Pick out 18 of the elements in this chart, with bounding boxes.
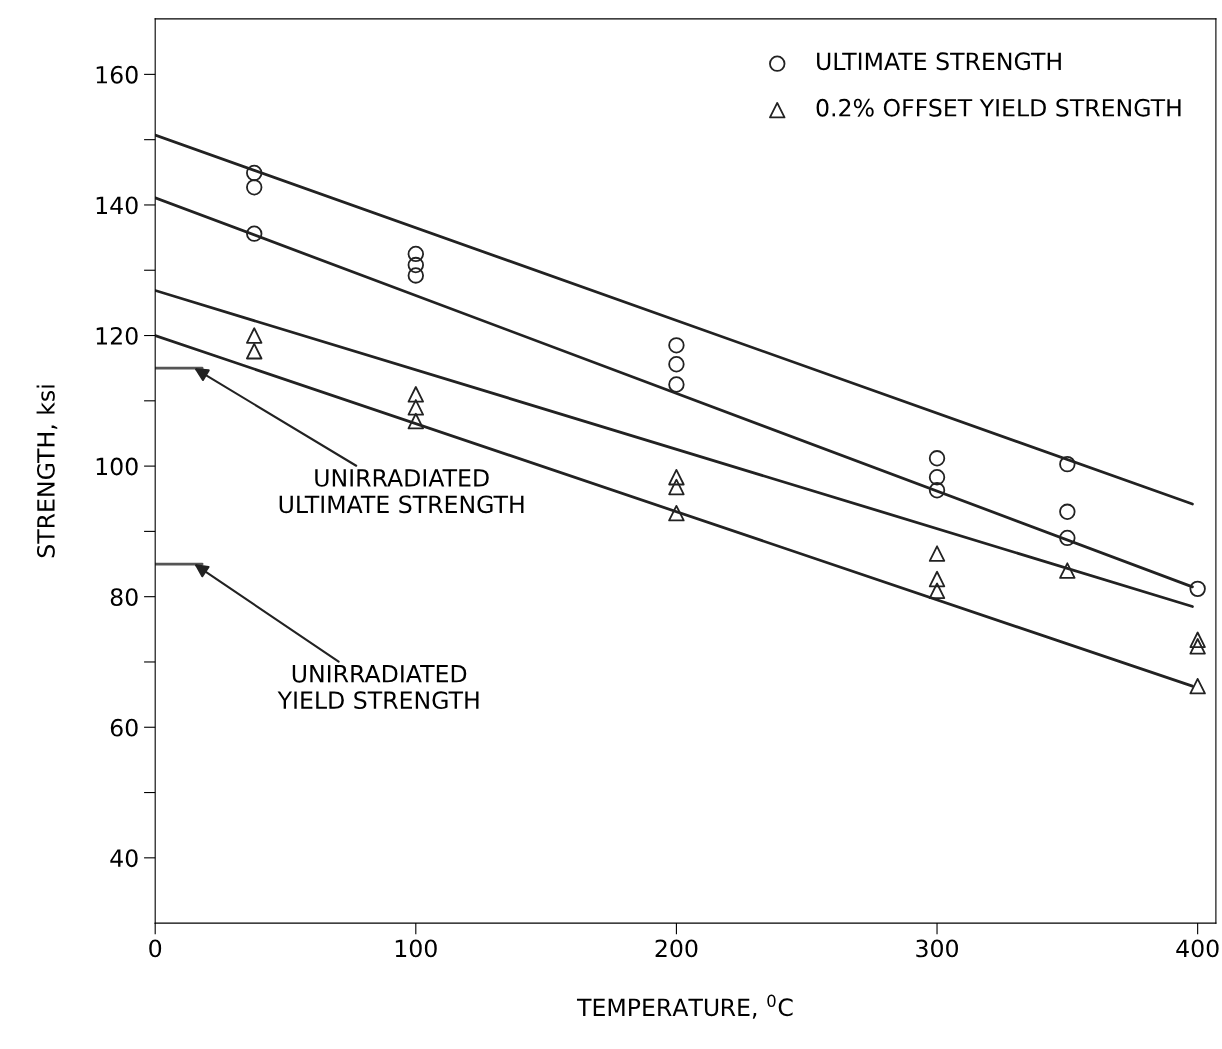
y-axis-title: STRENGTH, ksi bbox=[36, 385, 58, 558]
x-tick-label: 0 bbox=[149, 939, 162, 958]
x-tick-label: 300 bbox=[916, 939, 958, 958]
x-tick-label: 100 bbox=[395, 939, 437, 958]
legend-label: ULTIMATE STRENGTH bbox=[817, 52, 1061, 71]
annotation: UNIRRADIATED YIELD STRENGTH bbox=[277, 665, 479, 710]
y-tick-label: 160 bbox=[96, 65, 138, 84]
x-tick-label: 200 bbox=[655, 939, 698, 958]
x-tick-label: 400 bbox=[1176, 939, 1219, 958]
y-tick-label: 80 bbox=[110, 588, 138, 606]
y-tick-label: 40 bbox=[110, 849, 138, 868]
legend-label: 0.2% OFFSET YIELD STRENGTH bbox=[816, 98, 1181, 117]
y-tick-label: 120 bbox=[96, 326, 138, 345]
x-axis-title: TEMPERATURE, $^{0}$C bbox=[576, 994, 793, 1019]
y-tick-label: 100 bbox=[96, 457, 138, 476]
y-tick-label: 140 bbox=[96, 196, 138, 215]
y-tick-label: 60 bbox=[110, 718, 138, 737]
annotation: UNIRRADIATED ULTIMATE STRENGTH bbox=[279, 469, 524, 514]
